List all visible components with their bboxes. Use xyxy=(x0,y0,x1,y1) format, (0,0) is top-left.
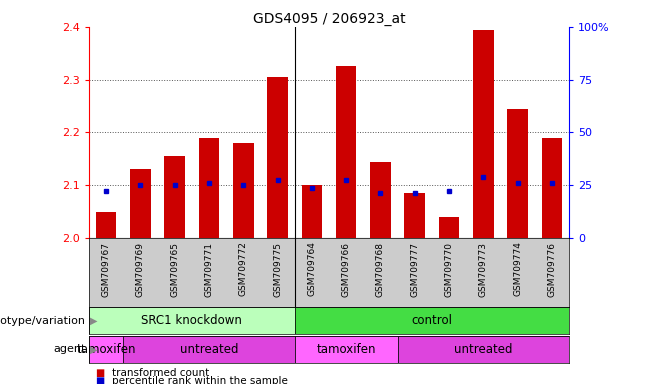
Text: GSM709772: GSM709772 xyxy=(239,242,247,296)
Bar xyxy=(295,307,569,334)
Text: GSM709767: GSM709767 xyxy=(101,242,111,296)
Bar xyxy=(123,336,295,363)
Text: GSM709769: GSM709769 xyxy=(136,242,145,296)
Text: tamoxifen: tamoxifen xyxy=(76,343,136,356)
Text: GSM709770: GSM709770 xyxy=(445,242,453,296)
Text: GSM709766: GSM709766 xyxy=(342,242,351,296)
Bar xyxy=(89,336,123,363)
Text: untreated: untreated xyxy=(180,343,238,356)
Text: GSM709771: GSM709771 xyxy=(205,242,213,296)
Text: genotype/variation: genotype/variation xyxy=(0,316,86,326)
Text: ▶: ▶ xyxy=(90,316,97,326)
Bar xyxy=(95,212,116,238)
Text: GSM709777: GSM709777 xyxy=(411,242,419,296)
Title: GDS4095 / 206923_at: GDS4095 / 206923_at xyxy=(253,12,405,26)
Text: agent: agent xyxy=(53,344,86,354)
Bar xyxy=(233,143,253,238)
Text: transformed count: transformed count xyxy=(112,368,209,378)
Bar xyxy=(295,336,397,363)
Bar xyxy=(397,336,569,363)
Bar xyxy=(301,185,322,238)
Bar xyxy=(542,138,563,238)
Bar xyxy=(439,217,459,238)
Text: GSM709776: GSM709776 xyxy=(547,242,557,296)
Text: ■: ■ xyxy=(95,368,105,378)
Bar xyxy=(130,169,151,238)
Text: ▶: ▶ xyxy=(90,344,97,354)
Text: GSM709774: GSM709774 xyxy=(513,242,522,296)
Text: percentile rank within the sample: percentile rank within the sample xyxy=(112,376,288,384)
Bar xyxy=(164,156,185,238)
Text: GSM709775: GSM709775 xyxy=(273,242,282,296)
Text: control: control xyxy=(411,314,453,327)
Bar xyxy=(370,162,391,238)
Text: SRC1 knockdown: SRC1 knockdown xyxy=(141,314,242,327)
Text: GSM709773: GSM709773 xyxy=(479,242,488,296)
Bar xyxy=(89,307,295,334)
Bar xyxy=(336,66,357,238)
Bar xyxy=(199,138,219,238)
Text: ■: ■ xyxy=(95,376,105,384)
Bar xyxy=(507,109,528,238)
Bar xyxy=(405,193,425,238)
Text: untreated: untreated xyxy=(454,343,513,356)
Text: GSM709765: GSM709765 xyxy=(170,242,179,296)
Text: GSM709764: GSM709764 xyxy=(307,242,316,296)
Text: GSM709768: GSM709768 xyxy=(376,242,385,296)
Bar xyxy=(473,30,494,238)
Text: tamoxifen: tamoxifen xyxy=(316,343,376,356)
Bar xyxy=(267,77,288,238)
